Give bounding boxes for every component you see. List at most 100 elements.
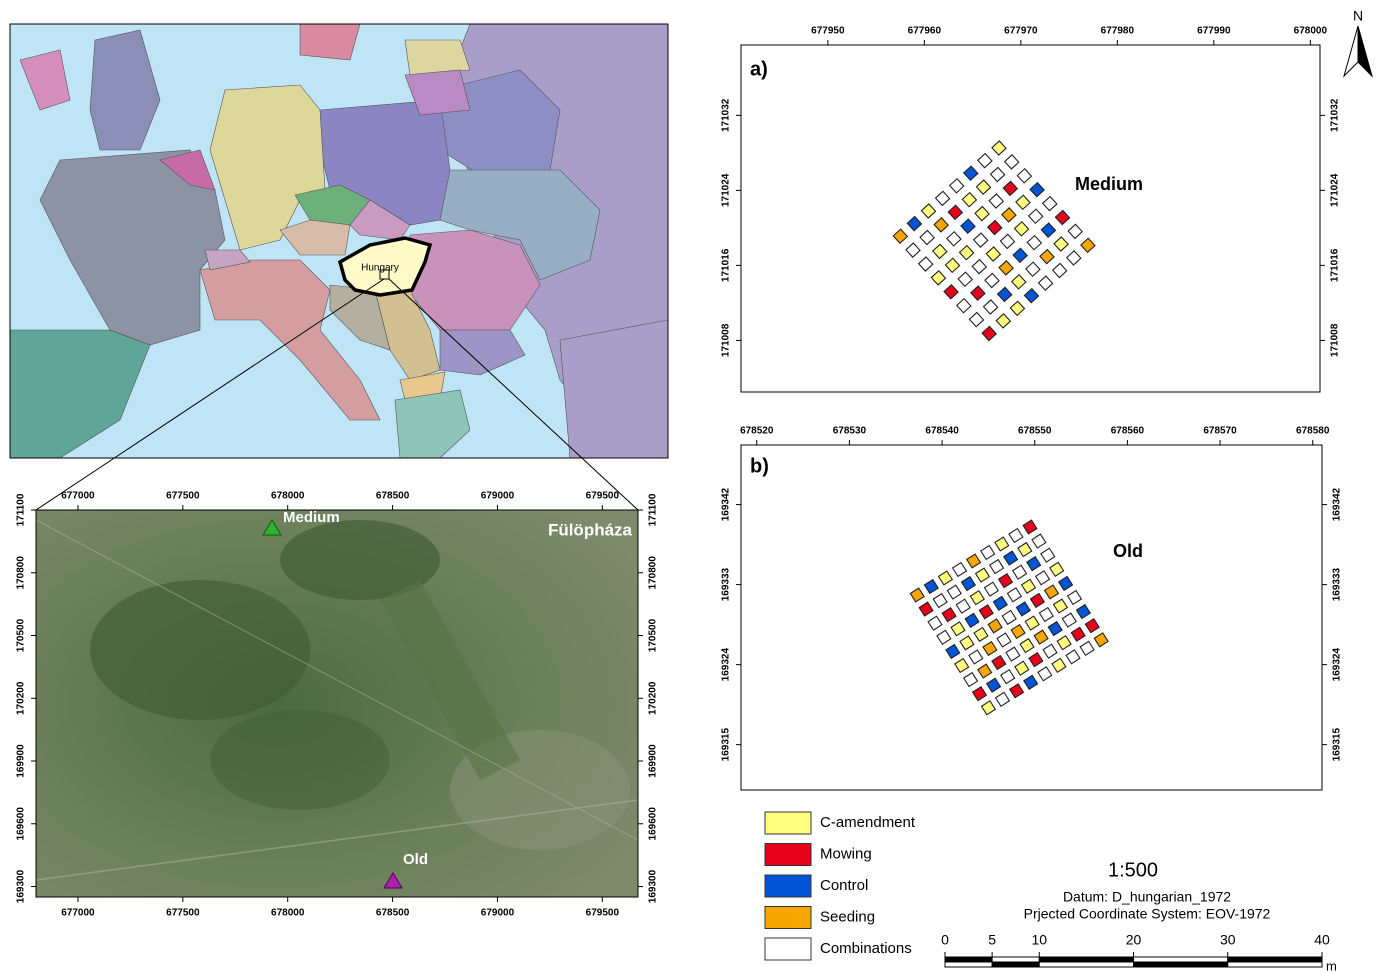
x-tick-label: 679500 — [586, 908, 620, 919]
plot — [1080, 641, 1094, 655]
plot — [924, 580, 938, 594]
x-tick-label: 677500 — [166, 491, 200, 502]
plot — [998, 287, 1012, 301]
y-tick-label: 171008 — [721, 323, 732, 357]
y-tick-label: 171100 — [648, 493, 659, 526]
plot — [1025, 616, 1039, 630]
plot — [983, 642, 997, 656]
plot — [981, 546, 995, 560]
page: { "europe_map": {"label": "Hungary"}, "s… — [0, 0, 1381, 973]
datum: Datum: D_hungarian_1972 — [1063, 889, 1231, 905]
plot — [1030, 183, 1044, 197]
plot — [956, 599, 970, 613]
plot — [1013, 565, 1027, 579]
x-tick-label: 678000 — [1294, 26, 1328, 37]
plot — [978, 664, 992, 678]
plot — [1002, 610, 1016, 624]
y-tick-label: 171016 — [1330, 248, 1341, 282]
scale-tick-label: 5 — [988, 932, 996, 948]
y-tick-label: 171016 — [721, 248, 732, 282]
plot — [1017, 169, 1031, 183]
scale-ratio: 1:500 — [1108, 859, 1158, 881]
y-tick-label: 170500 — [648, 618, 659, 652]
plot — [1059, 576, 1073, 590]
plot — [1005, 155, 1019, 169]
x-tick-label: 678520 — [740, 426, 774, 437]
x-tick-label: 677500 — [166, 908, 200, 919]
plot — [921, 204, 935, 218]
x-tick-label: 678500 — [376, 908, 410, 919]
plot — [988, 220, 1002, 234]
plot — [1068, 224, 1082, 238]
scale-tick-label: 30 — [1220, 932, 1236, 948]
x-tick-label: 677000 — [61, 908, 95, 919]
y-tick-label: 169342 — [721, 487, 732, 521]
legend-label: Mowing — [820, 845, 872, 862]
plot — [984, 300, 998, 314]
plot — [1041, 223, 1055, 237]
plot — [979, 605, 993, 619]
scale-segment — [1228, 962, 1322, 967]
x-tick-label: 678580 — [1296, 426, 1330, 437]
plot — [1003, 181, 1017, 195]
hungary-label: Hungary — [361, 263, 399, 274]
plot — [987, 678, 1001, 692]
plot — [1010, 684, 1024, 698]
y-tick-label: 169333 — [721, 567, 732, 601]
plot — [1045, 585, 1059, 599]
plot — [933, 594, 947, 608]
plot — [1015, 222, 1029, 236]
legend-label: Combinations — [820, 940, 912, 957]
plot — [1032, 534, 1046, 548]
plot — [967, 554, 981, 568]
plot — [946, 644, 960, 658]
plot — [1024, 675, 1038, 689]
plot — [970, 591, 984, 605]
y-tick-label: 169324 — [1332, 648, 1343, 682]
y-tick-label: 169300 — [16, 869, 27, 903]
plot — [1011, 625, 1025, 639]
plot — [997, 633, 1011, 647]
plot — [969, 313, 983, 327]
plot — [910, 588, 924, 602]
plot — [991, 167, 1005, 181]
north-arrow — [1344, 26, 1358, 76]
plot — [1026, 262, 1040, 276]
plot — [919, 602, 933, 616]
plot — [978, 154, 992, 168]
europe-map: Hungary — [10, 24, 668, 458]
plot — [1050, 562, 1064, 576]
plot — [992, 656, 1006, 670]
plot — [1018, 543, 1032, 557]
plot — [1053, 263, 1067, 277]
plot — [951, 622, 965, 636]
plot — [996, 314, 1010, 328]
plot — [920, 230, 934, 244]
y-tick-label: 169900 — [16, 744, 27, 778]
north-arrow — [1358, 26, 1372, 76]
y-tick-label: 170800 — [16, 556, 27, 590]
x-tick-label: 678000 — [271, 491, 305, 502]
scale-segment — [992, 957, 1039, 962]
plot — [1040, 250, 1054, 264]
scale-tick-label: 40 — [1314, 932, 1330, 948]
plot — [1076, 605, 1090, 619]
legend-label: Seeding — [820, 908, 875, 925]
plot — [1024, 289, 1038, 303]
y-tick-label: 171100 — [16, 493, 27, 526]
plot — [957, 299, 971, 313]
plot — [1068, 591, 1082, 605]
plot — [1052, 658, 1066, 672]
plot — [984, 582, 998, 596]
plot — [1067, 251, 1081, 265]
plot — [1071, 627, 1085, 641]
scale-segment — [945, 962, 992, 967]
plot — [948, 205, 962, 219]
plot — [933, 244, 947, 258]
x-tick-label: 677970 — [1004, 26, 1038, 37]
plot — [958, 272, 972, 286]
scandinavia — [300, 24, 360, 60]
plot — [1016, 602, 1030, 616]
plot — [1041, 548, 1055, 562]
plot — [1006, 647, 1020, 661]
